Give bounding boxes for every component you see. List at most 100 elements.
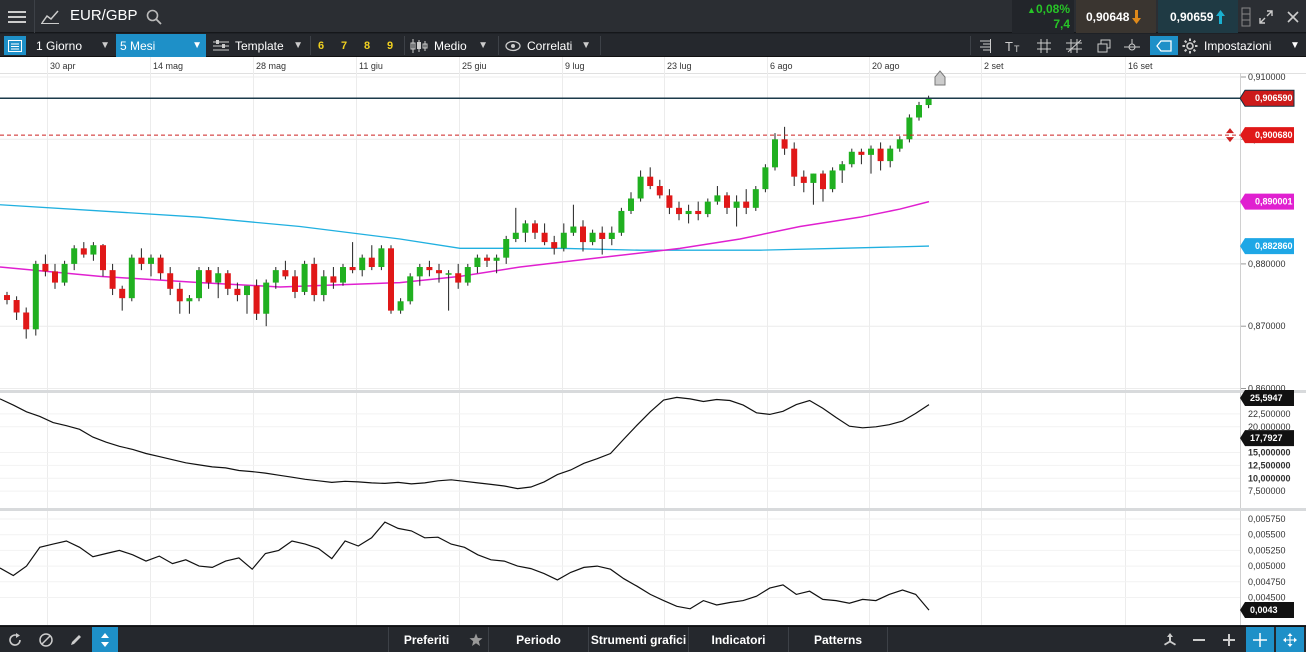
- indicator1-tick-label: 7,500000: [1248, 486, 1286, 496]
- candle-up: [887, 148, 894, 162]
- pin-icon[interactable]: [1121, 34, 1143, 57]
- search-icon[interactable]: [144, 0, 164, 33]
- preset-9[interactable]: 9: [387, 39, 394, 52]
- candle-up: [416, 267, 423, 277]
- indicators-button[interactable]: Indicatori: [688, 627, 788, 652]
- alert-arrows-icon: [1226, 128, 1234, 143]
- related-select[interactable]: Correlati ▼: [505, 34, 597, 57]
- period-button[interactable]: Periodo: [488, 627, 588, 652]
- candle-down: [791, 148, 798, 177]
- ask-price: 0,90659: [1170, 9, 1214, 24]
- indicator2-current-label-box: [1240, 602, 1294, 619]
- candle-up: [752, 189, 759, 208]
- block-icon[interactable]: [32, 627, 60, 652]
- price-tick-label: 0,910000: [1248, 72, 1286, 82]
- candle-up: [637, 176, 644, 199]
- price-tick-label: 0,870000: [1248, 321, 1286, 331]
- text-align-icon[interactable]: [975, 34, 995, 57]
- candle-down: [13, 300, 20, 313]
- chart-type-label: Medio: [434, 38, 467, 53]
- label-tag-icon[interactable]: [1150, 36, 1178, 55]
- candle-up: [215, 273, 222, 283]
- grid-icon[interactable]: [1034, 34, 1054, 57]
- chart-area[interactable]: 30 apr 14 mag 28 mag 11 giu 25 giu 9 lug 23 lu…: [0, 57, 1306, 625]
- candle-down: [100, 245, 106, 271]
- indicator1-tick-label: 10,000000: [1248, 473, 1291, 483]
- indicator2-tick-label: 0,004500: [1248, 593, 1286, 603]
- patterns-button[interactable]: Patterns: [788, 627, 888, 652]
- chart-line-icon[interactable]: [34, 0, 64, 33]
- candle-up: [772, 139, 778, 168]
- candle-up: [32, 263, 39, 330]
- candle-up: [61, 263, 68, 283]
- range-select[interactable]: 5 Mesi ▼: [116, 34, 206, 57]
- crosshair-grid-icon[interactable]: [1063, 34, 1085, 57]
- candle-down: [80, 248, 87, 255]
- ask-button[interactable]: 0,90659: [1158, 0, 1238, 33]
- move-icon[interactable]: [1156, 627, 1184, 652]
- indicator1-line: [0, 396, 930, 490]
- slow-ma-label: 0,882860: [1255, 241, 1293, 251]
- candle-up: [848, 151, 855, 165]
- bid-button[interactable]: 0,90648: [1076, 0, 1156, 33]
- indicator2-tick-label: 0,005750: [1248, 514, 1286, 524]
- related-label: Correlati: [527, 38, 573, 53]
- favorites-button[interactable]: Preferiti: [388, 627, 464, 652]
- candle-down: [743, 201, 750, 208]
- x-axis-label: 23 lug: [667, 61, 692, 71]
- slow-ma-label-box: [1240, 238, 1294, 255]
- x-axis-label: 28 mag: [256, 61, 286, 71]
- list-icon[interactable]: [4, 36, 26, 55]
- zoom-out-icon[interactable]: [1186, 627, 1212, 652]
- swap-icon[interactable]: [92, 627, 118, 652]
- candle-up: [445, 273, 452, 275]
- chevron-down-icon[interactable]: ▼: [1290, 40, 1300, 51]
- x-axis-label: 6 ago: [770, 61, 793, 71]
- candle-up: [685, 210, 692, 215]
- candle-up: [896, 139, 903, 149]
- symbol-title: EUR/GBP: [70, 7, 138, 24]
- candle-down: [119, 288, 126, 299]
- preset-8[interactable]: 8: [364, 39, 371, 52]
- candle-up: [512, 232, 519, 239]
- price-chart[interactable]: 30 apr 14 mag 28 mag 11 giu 25 giu 9 lug 23 lu…: [0, 57, 1306, 625]
- settings-button[interactable]: Impostazioni: [1182, 34, 1282, 57]
- bottom-bar: Preferiti Periodo Strumenti grafici Indi…: [0, 626, 1306, 652]
- indicator1-tick-label: 12,500000: [1248, 460, 1291, 470]
- settings-label: Impostazioni: [1204, 38, 1272, 53]
- fit-icon[interactable]: [1276, 627, 1304, 652]
- pencil-icon[interactable]: [62, 627, 90, 652]
- candle-up: [128, 257, 135, 299]
- chart-type-select[interactable]: Medio ▼: [410, 34, 494, 57]
- candle-up: [503, 238, 510, 258]
- refresh-icon[interactable]: [0, 627, 30, 652]
- close-icon[interactable]: [1280, 0, 1306, 33]
- candle-down: [426, 267, 433, 271]
- expand-icon[interactable]: [1254, 0, 1278, 33]
- candle-down: [42, 263, 49, 272]
- windows-icon[interactable]: [1093, 34, 1115, 57]
- candle-up: [340, 267, 346, 283]
- interval-select[interactable]: 1 Giorno ▼: [36, 38, 110, 53]
- candle-up: [90, 245, 97, 255]
- candle-up: [522, 223, 529, 233]
- candle-down: [253, 285, 260, 314]
- candle-down: [656, 186, 663, 196]
- menu-icon[interactable]: [0, 0, 34, 33]
- template-select[interactable]: Template ▼: [213, 34, 305, 57]
- zoom-in-icon[interactable]: [1216, 627, 1242, 652]
- candle-up: [244, 285, 250, 296]
- star-icon[interactable]: [464, 627, 488, 652]
- template-icon: [213, 39, 229, 50]
- crosshair-icon[interactable]: [1246, 627, 1274, 652]
- preset-7[interactable]: 7: [341, 39, 348, 52]
- candle-up: [320, 276, 327, 296]
- alert-price-label-box: [1240, 127, 1294, 144]
- price-tick-label: 0,860000: [1248, 384, 1286, 394]
- preset-6[interactable]: 6: [318, 39, 325, 52]
- drawing-tools-button[interactable]: Strumenti grafici: [588, 627, 688, 652]
- candle-down: [551, 242, 558, 249]
- candle-up: [301, 263, 308, 292]
- vertical-dots-icon[interactable]: [1239, 0, 1253, 33]
